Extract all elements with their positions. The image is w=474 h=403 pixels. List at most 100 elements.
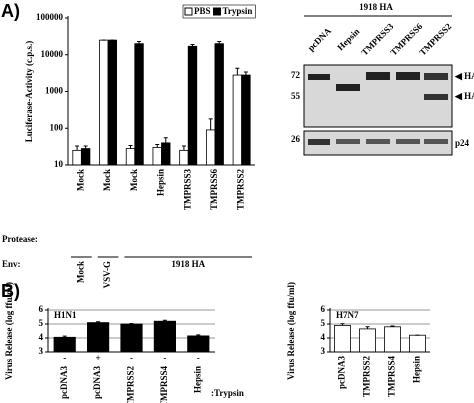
y-tick-label: 6 [321, 304, 326, 314]
axes [47, 308, 215, 353]
y-tick-label: 3 [39, 346, 44, 356]
trypsin-sign: - [163, 353, 166, 363]
legend-swatch [184, 7, 193, 16]
error-bar [196, 334, 201, 336]
western-blot: 1918 HA 72 55 26 ◀ HA₀ ◀ HA p24 [291, 2, 474, 156]
bar [205, 129, 216, 166]
trypsin-sign: - [197, 353, 200, 363]
x-tick-label: Hepsin [412, 356, 422, 383]
trypsin-sign: - [130, 353, 133, 363]
error-bar [208, 118, 213, 130]
y-tick-label: 5 [39, 318, 44, 328]
error-bar [243, 71, 248, 76]
error-bar [137, 40, 142, 44]
y-tick-label: 3 [321, 346, 326, 356]
x-tick-label: Hepsin [156, 169, 166, 196]
x-tick-label: pcDNA3 [59, 366, 69, 399]
error-bar [235, 67, 240, 76]
y-tick-label: 5 [321, 318, 326, 328]
bar [99, 39, 109, 166]
error-bar [83, 145, 88, 149]
bar [334, 324, 351, 353]
marker: 55 [291, 91, 301, 101]
y-axis-label: Virus Release (log ffu/ml) [4, 282, 14, 380]
bar [72, 149, 82, 166]
bar [409, 334, 426, 353]
legend-swatch [213, 7, 222, 16]
bar [179, 149, 189, 166]
y-tick-label: 100 [50, 122, 64, 132]
x-tick-label: pcDNA3 [92, 366, 102, 399]
chart-title: H1N1 [54, 310, 77, 320]
error-bar [365, 326, 370, 329]
lane-label: TMPRSS2 [417, 21, 453, 57]
y-tick-label: 4 [321, 332, 326, 342]
x-tick-label: TMPRSS2 [126, 366, 136, 403]
marker: 26 [291, 134, 301, 144]
band-label: p24 [455, 138, 470, 148]
env-label: Mock [75, 261, 85, 283]
band-label: ◀ HA [454, 91, 474, 101]
x-tick-label: TMPRSS2 [362, 356, 372, 398]
axes [329, 308, 430, 353]
chart-title: H7N7 [336, 310, 359, 320]
lane-label: pcDNA [306, 25, 334, 53]
panel-label: B) [1, 281, 20, 301]
error-bar [128, 144, 133, 149]
legend-box [182, 4, 256, 19]
band-label: ◀ HA₀ [454, 71, 474, 81]
bar [80, 148, 91, 166]
x-tick-label: Mock [102, 169, 112, 191]
bar [153, 320, 176, 353]
bar [187, 335, 210, 353]
blot-title: 1918 HA [359, 2, 393, 12]
bar [384, 326, 401, 353]
row-label: Protease: [2, 234, 38, 244]
bar [359, 328, 376, 353]
row-label: Env: [2, 259, 21, 269]
axes [67, 16, 255, 166]
bar [125, 148, 136, 166]
y-tick-label: 10 [54, 159, 64, 169]
bar [161, 142, 171, 166]
lane-label: Hepsin [335, 26, 361, 52]
bar [187, 45, 198, 166]
error-bar [162, 319, 167, 322]
trypsin-label: :Trypsin [211, 388, 244, 398]
bar [214, 43, 224, 166]
band-label: HA₀ [464, 71, 474, 81]
bar [87, 322, 110, 353]
error-bar [96, 321, 101, 323]
x-tick-label: TMPRSS4 [159, 366, 169, 403]
y-tick-label: 10000 [41, 49, 64, 59]
error-bar [340, 323, 345, 326]
panel-label: A) [1, 1, 20, 21]
bar [53, 336, 76, 353]
y-tick-label: 100000 [36, 12, 64, 22]
x-tick-label: TMPRSS6 [209, 169, 219, 211]
error-bar [190, 44, 195, 47]
trypsin-sign: + [96, 353, 101, 363]
error-bar [390, 325, 395, 327]
bar [152, 147, 162, 166]
x-tick-label: TMPRSS4 [387, 356, 397, 398]
error-bar [75, 145, 80, 151]
y-tick-label: 6 [39, 304, 44, 314]
bar [107, 39, 118, 166]
error-bar [155, 144, 160, 148]
marker: 72 [291, 70, 301, 80]
bar [134, 43, 144, 166]
bar [120, 323, 143, 353]
bar [232, 74, 243, 166]
env-label: 1918 HA [171, 259, 205, 269]
y-tick-label: 1000 [45, 86, 64, 96]
error-bar [181, 145, 186, 151]
error-bar [62, 335, 67, 338]
y-axis-label: Virus Release (log ffu/ml) [286, 282, 296, 380]
x-tick-label: TMPRSS3 [182, 169, 192, 211]
x-tick-label: TMPRSS2 [236, 169, 246, 211]
legend-label: Trypsin [223, 6, 253, 16]
error-bar [217, 40, 222, 44]
error-bar [129, 322, 134, 324]
